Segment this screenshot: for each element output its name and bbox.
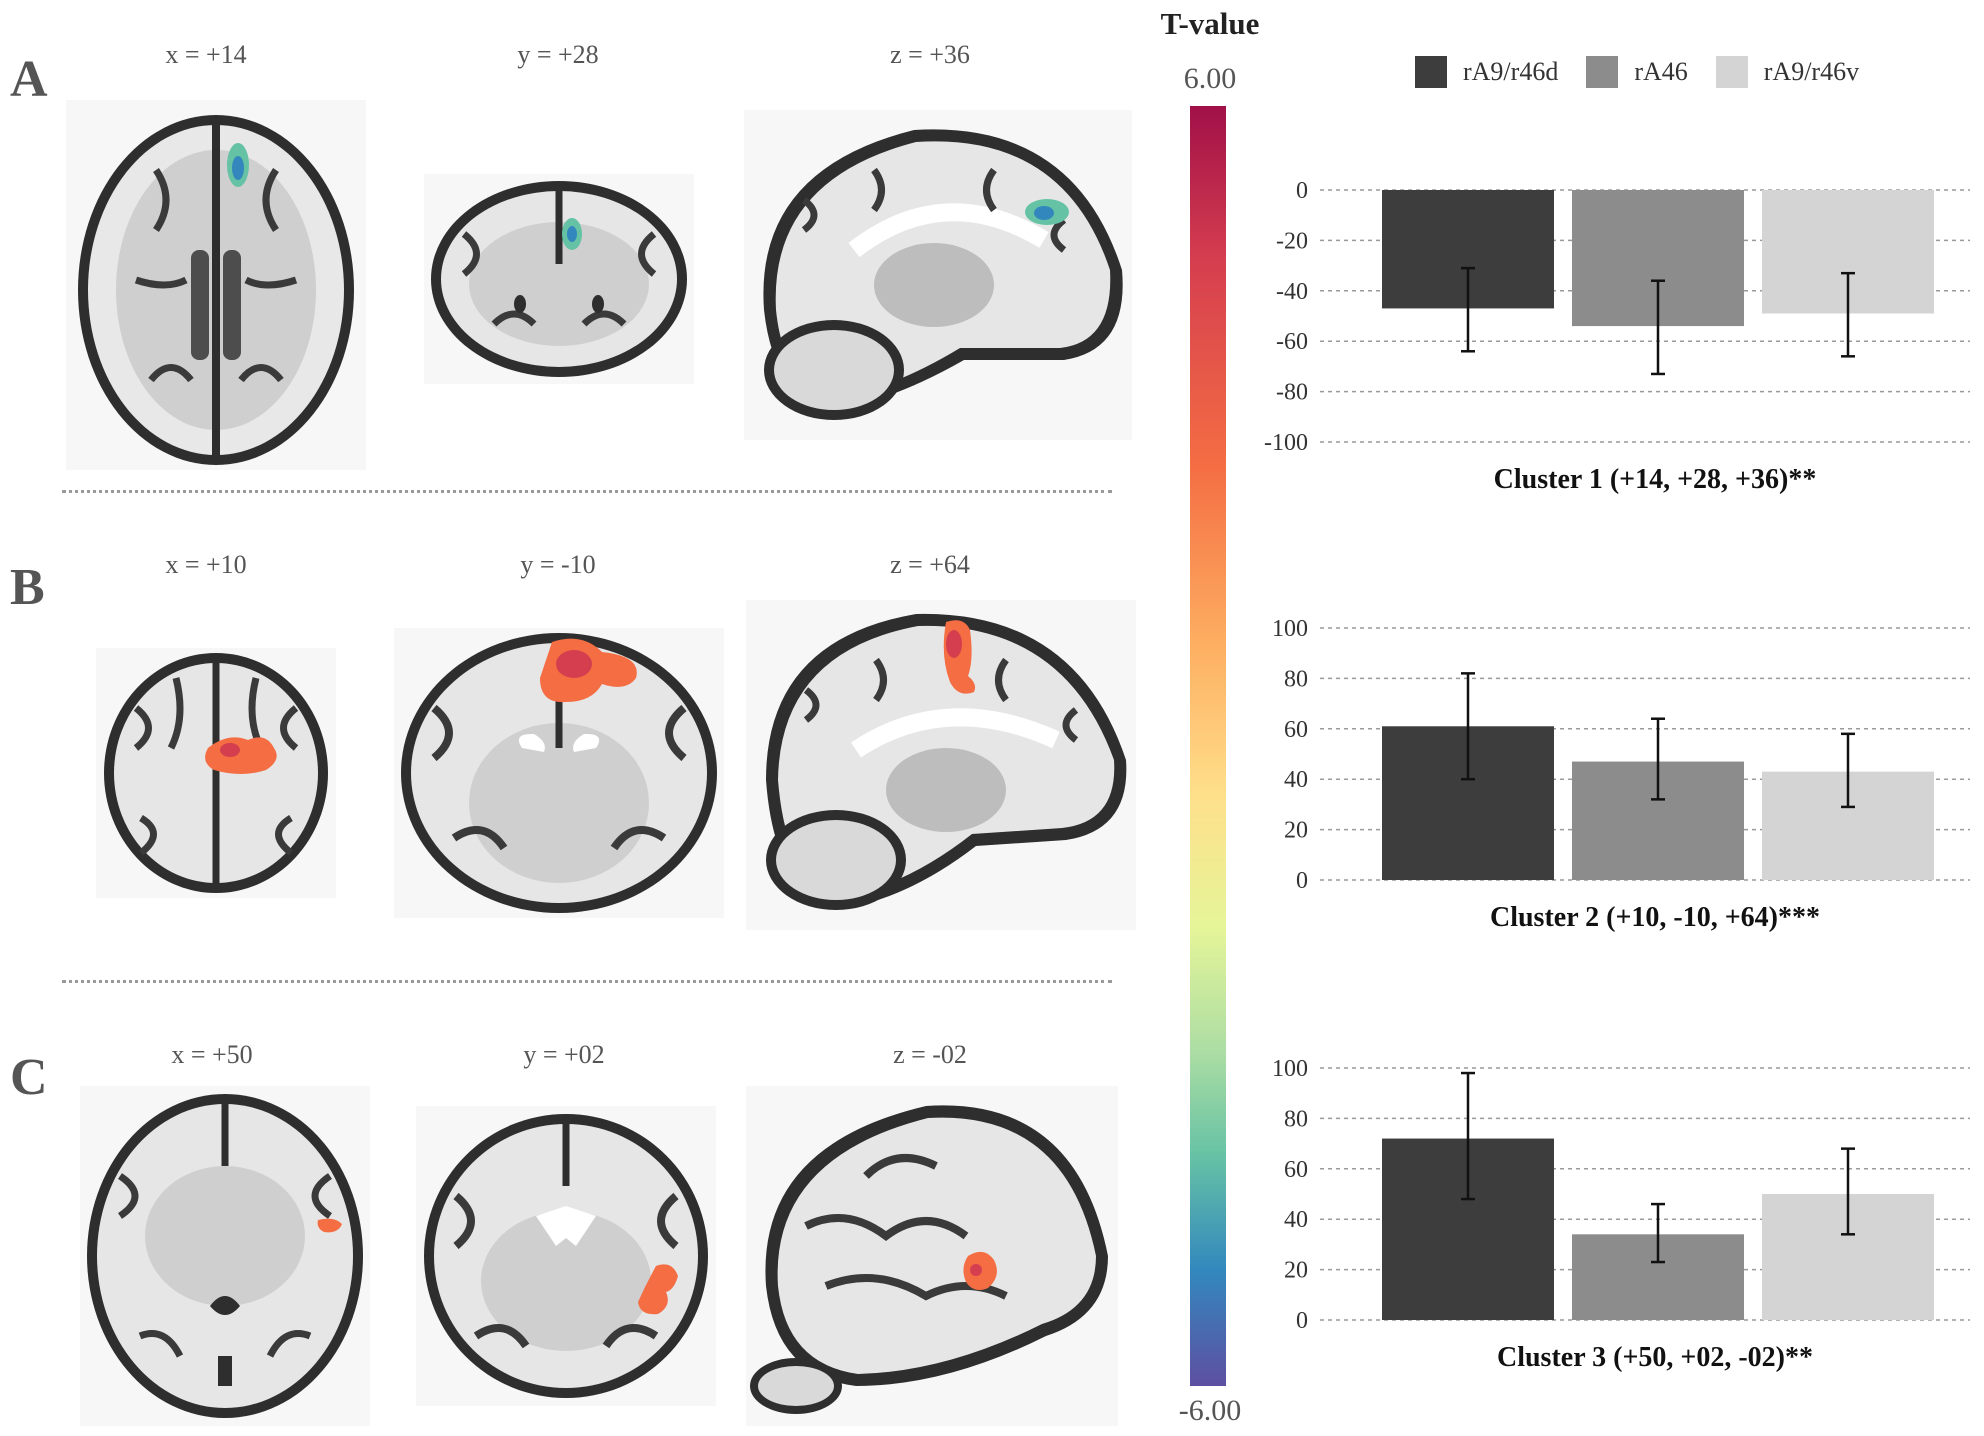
legend-item-ra9-r46v: rA9/r46v	[1715, 56, 1860, 88]
coord-label-a-z: z = +36	[890, 40, 970, 69]
y-tick-label: -80	[1276, 380, 1308, 406]
y-tick-label: 100	[1272, 616, 1308, 642]
chart-title: Cluster 1 (+14, +28, +36)**	[1494, 464, 1817, 495]
legend-label: rA9/r46d	[1463, 57, 1559, 86]
row-separator-1	[62, 490, 1112, 493]
coord-label-b-y: y = -10	[520, 550, 596, 579]
coord-label-c-y: y = +02	[523, 1040, 605, 1069]
y-tick-label: 0	[1296, 1308, 1308, 1334]
legend-swatch	[1715, 56, 1748, 88]
legend-item-ra9-r46d: rA9/r46d	[1415, 56, 1558, 88]
chart-legend: rA9/r46d rA46 rA9/r46v	[1415, 56, 1887, 88]
panel-letter-c: C	[10, 1049, 48, 1106]
y-tick-label: 0	[1296, 178, 1308, 204]
brain-slice-c-sagittal	[746, 1086, 1118, 1426]
brain-slice-c-axial	[80, 1086, 370, 1426]
y-tick-label: -40	[1276, 279, 1308, 305]
y-tick-label: 60	[1284, 1157, 1308, 1183]
brain-slice-b-sagittal	[746, 600, 1136, 930]
y-tick-label: -100	[1264, 430, 1308, 456]
y-tick-label: -20	[1276, 228, 1308, 254]
y-tick-label: -60	[1276, 329, 1308, 355]
colorbar-gradient	[1190, 106, 1226, 1386]
legend-swatch	[1415, 56, 1447, 88]
row-separator-2	[62, 980, 1112, 983]
bar-chart-cluster-1: 0 -20 -40 -60 -80 -100 Cluster 1 (+14, +28, +3…	[1264, 178, 1970, 495]
legend-item-ra46: rA46	[1586, 56, 1688, 88]
legend-label: rA9/r46v	[1763, 57, 1860, 86]
coord-label-b-x: x = +10	[165, 550, 247, 579]
brain-slice-a-coronal	[424, 174, 694, 384]
bar-chart-cluster-2: 0 20 40 60 80 100 Cluster 2 (+10, -10, +64)***	[1272, 616, 1970, 933]
coord-label-b-z: z = +64	[890, 550, 970, 579]
brain-slice-c-coronal	[416, 1106, 716, 1406]
panel-letter-a: A	[10, 51, 48, 108]
coord-label-c-z: z = -02	[893, 1040, 967, 1069]
legend-label: rA46	[1634, 57, 1688, 86]
brain-slice-b-coronal	[394, 628, 724, 918]
coord-label-c-x: x = +50	[171, 1040, 253, 1069]
chart-title: Cluster 2 (+10, -10, +64)***	[1490, 902, 1820, 933]
chart-title: Cluster 3 (+50, +02, -02)**	[1497, 1342, 1813, 1373]
y-tick-label: 60	[1284, 717, 1308, 743]
coord-label-a-y: y = +28	[517, 40, 599, 69]
y-tick-label: 100	[1272, 1056, 1308, 1082]
y-tick-label: 20	[1284, 1258, 1308, 1284]
y-tick-label: 80	[1284, 666, 1308, 692]
y-tick-label: 40	[1284, 1207, 1308, 1233]
y-tick-label: 0	[1296, 868, 1308, 894]
y-tick-label: 20	[1284, 818, 1308, 844]
colorbar-max-label: 6.00	[1183, 62, 1237, 95]
legend-swatch	[1586, 56, 1619, 88]
colorbar-title: T-value	[1160, 6, 1260, 41]
panel-letter-b: B	[10, 559, 45, 616]
y-tick-label: 40	[1284, 767, 1308, 793]
coord-label-a-x: x = +14	[165, 40, 247, 69]
y-tick-label: 80	[1284, 1106, 1308, 1132]
brain-slice-b-axial	[96, 648, 336, 898]
brain-slice-a-sagittal	[744, 110, 1132, 440]
bar-chart-cluster-3: 0 20 40 60 80 100 Cluster 3 (+50, +02, -02)**	[1272, 1056, 1970, 1373]
brain-slice-a-axial	[66, 100, 366, 470]
colorbar-min-label: -6.00	[1178, 1394, 1242, 1427]
